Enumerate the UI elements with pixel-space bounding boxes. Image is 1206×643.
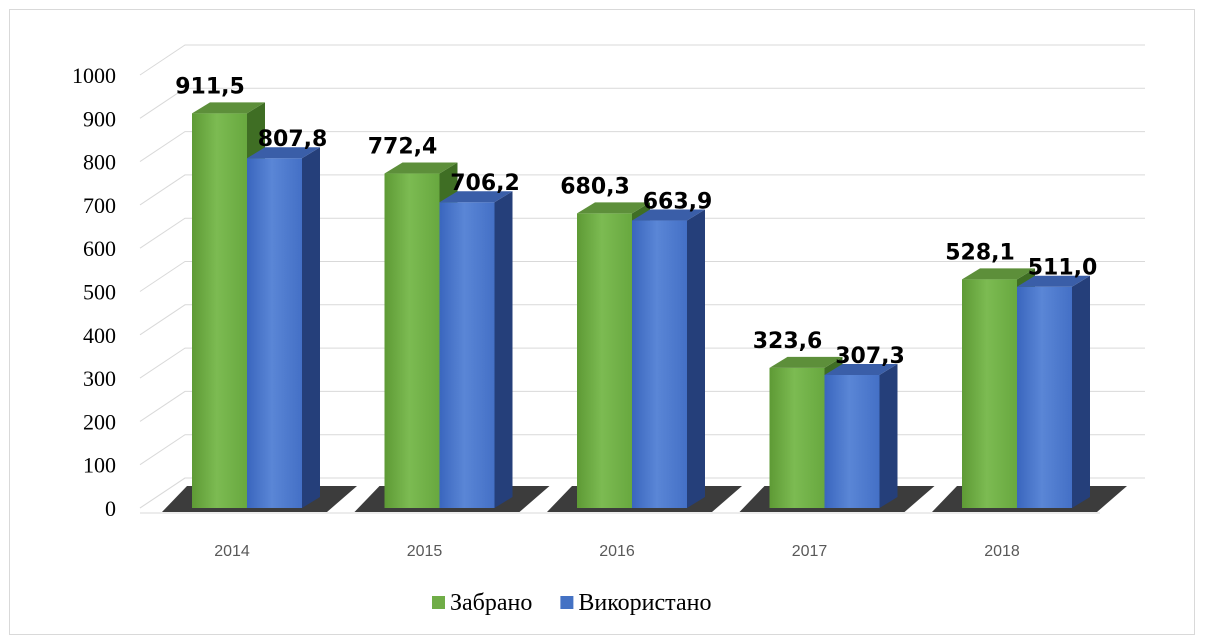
bar-front [385, 174, 440, 508]
y-tick-label: 200 [83, 409, 116, 434]
y-axis-ticks: 0 100 200 300 400 500 600 700 800 900 1000 [72, 63, 116, 521]
data-label: 911,5 [175, 74, 245, 99]
data-label: 528,1 [945, 240, 1015, 265]
y-tick-label: 800 [83, 150, 116, 175]
bar-side [687, 210, 705, 508]
data-label: 807,8 [258, 127, 328, 152]
bar-side [880, 364, 898, 508]
gridline [140, 45, 1145, 75]
y-tick-label: 500 [83, 280, 116, 305]
bar [1017, 276, 1090, 508]
gridline [140, 88, 1145, 118]
y-tick-label: 600 [83, 236, 116, 261]
bar-front [632, 221, 687, 508]
bar [632, 210, 705, 508]
x-tick-label: 2017 [792, 543, 828, 560]
bar [825, 364, 898, 508]
y-tick-label: 0 [105, 496, 116, 521]
legend-swatch [560, 596, 573, 609]
bar-front [770, 368, 825, 508]
bar-front [962, 279, 1017, 508]
bar [440, 191, 513, 508]
y-tick-label: 300 [83, 366, 116, 391]
x-axis-ticks: 2014 2015 2016 2017 2018 [214, 543, 1020, 560]
legend-item: Використано [560, 590, 711, 616]
bar-front [577, 213, 632, 508]
data-label: 663,9 [643, 190, 713, 215]
data-label: 706,2 [450, 171, 520, 196]
y-tick-label: 1000 [72, 63, 116, 88]
y-tick-label: 100 [83, 453, 116, 478]
bar-front [1017, 287, 1072, 508]
x-tick-label: 2018 [984, 543, 1020, 560]
legend-label: Забрано [450, 590, 532, 616]
data-label: 680,3 [560, 174, 630, 199]
y-tick-label: 400 [83, 323, 116, 348]
y-tick-label: 900 [83, 106, 116, 131]
bar-side [1072, 276, 1090, 508]
legend-swatch [432, 596, 445, 609]
y-tick-label: 700 [83, 193, 116, 218]
bar-side [302, 147, 320, 508]
bar-front [247, 158, 302, 508]
x-tick-label: 2015 [407, 543, 443, 560]
bar-front [440, 202, 495, 508]
x-tick-label: 2014 [214, 543, 250, 560]
bar [247, 147, 320, 508]
bar-front [192, 113, 247, 508]
data-label: 323,6 [753, 329, 823, 354]
x-tick-label: 2016 [599, 543, 635, 560]
data-label: 772,4 [368, 135, 438, 160]
bar-side [495, 191, 513, 508]
legend-item: Забрано [432, 590, 532, 616]
legend: Забрано Використано [432, 590, 711, 616]
data-label: 511,0 [1028, 256, 1098, 281]
data-label: 307,3 [835, 344, 905, 369]
legend-label: Використано [578, 590, 711, 616]
bar-front [825, 375, 880, 508]
